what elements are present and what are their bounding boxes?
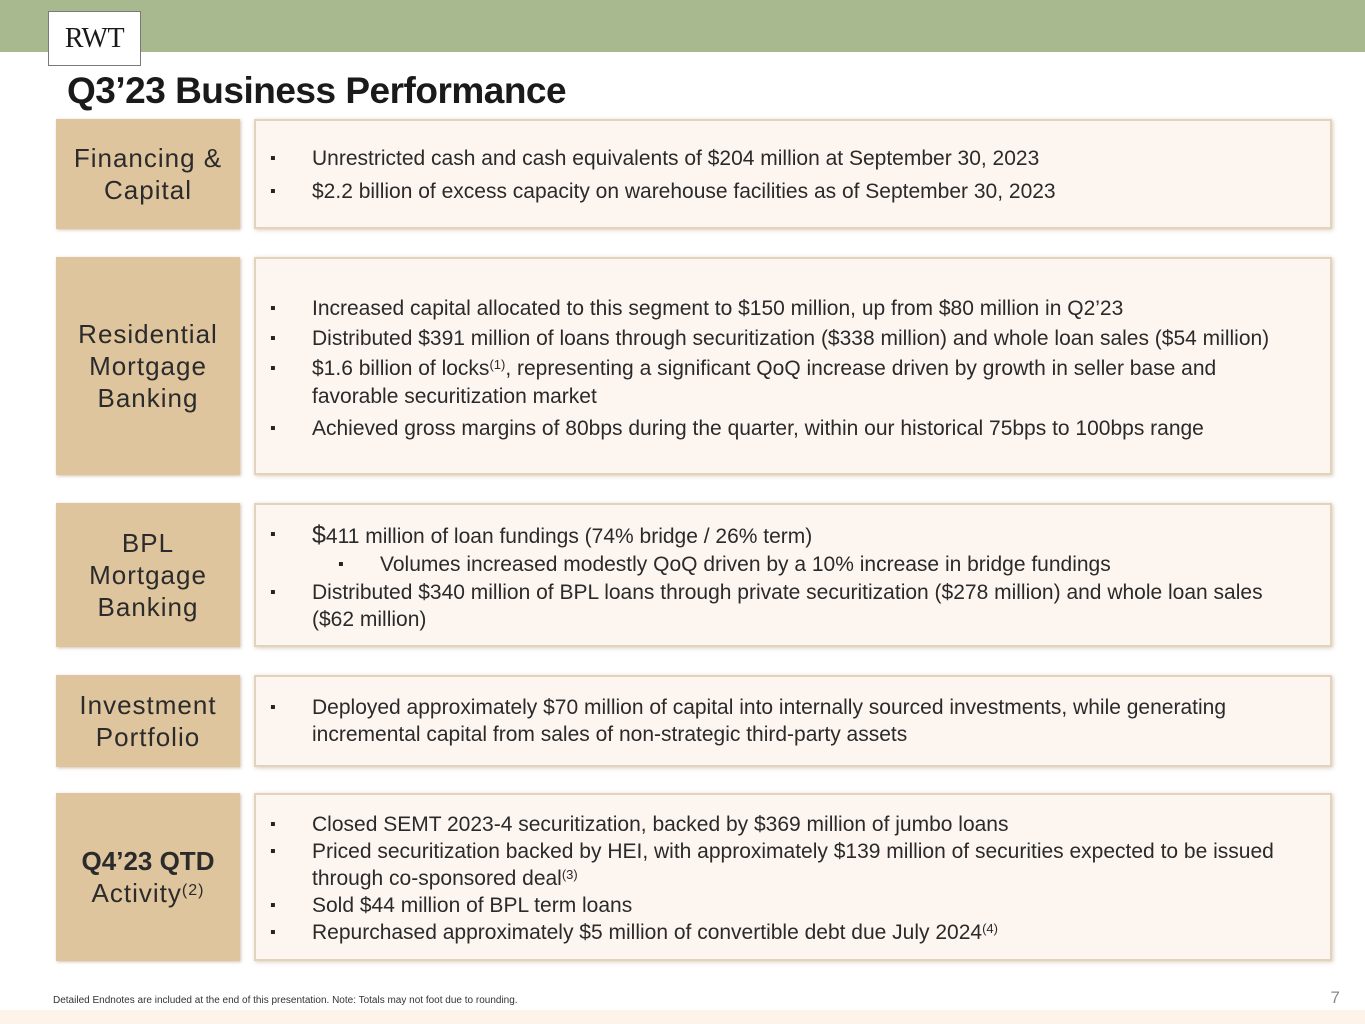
bullet-text: 411 million of loan fundings (74% bridge…: [325, 525, 813, 548]
label-line: Capital: [104, 175, 192, 205]
company-logo: RWT: [48, 11, 141, 66]
label-line: Q4’23 QTD: [82, 845, 215, 877]
section-content: Unrestricted cash and cash equivalents o…: [254, 119, 1332, 229]
label-line: Investment: [79, 690, 217, 720]
bottom-strip: [0, 1010, 1365, 1024]
page-number: 7: [1330, 988, 1340, 1007]
footnote-ref: (1): [489, 357, 506, 372]
bullet-item: Achieved gross margins of 80bps during t…: [270, 415, 1300, 443]
bullet-item: Priced securitization backed by HEI, wit…: [270, 838, 1300, 892]
bullet-item: $1.6 billion of locks(1), representing a…: [270, 355, 1300, 411]
section-label: Residential Mortgage Banking: [56, 257, 240, 475]
bullet-text: $1.6 billion of locks: [312, 357, 490, 380]
label-line: Mortgage: [89, 560, 207, 590]
bullet-item: Repurchased approximately $5 million of …: [270, 919, 1300, 946]
section-content: Deployed approximately $70 million of ca…: [254, 675, 1332, 767]
footnote-ref: (2): [181, 882, 205, 899]
footnote-ref: (4): [982, 920, 998, 936]
section-financing-capital: Financing & Capital Unrestricted cash an…: [56, 119, 1334, 229]
bullet-item: Distributed $340 million of BPL loans th…: [270, 579, 1300, 633]
label-line: Mortgage: [89, 351, 207, 381]
label-line: Activity(2): [82, 877, 215, 909]
page-title: Q3’23 Business Performance: [67, 70, 567, 111]
section-content: $411 million of loan fundings (74% bridg…: [254, 503, 1332, 647]
bullet-item: Closed SEMT 2023-4 securitization, backe…: [270, 811, 1300, 838]
section-investment-portfolio: Investment Portfolio Deployed approximat…: [56, 675, 1334, 767]
label-line: Banking: [97, 383, 199, 413]
section-q4-qtd-activity: Q4’23 QTD Activity(2) Closed SEMT 2023-4…: [56, 793, 1334, 961]
bullet-item: $2.2 billion of excess capacity on wareh…: [270, 175, 1300, 208]
section-content: Increased capital allocated to this segm…: [254, 257, 1332, 475]
bullet-text: $: [312, 521, 326, 549]
bullet-item: Deployed approximately $70 million of ca…: [270, 694, 1300, 748]
label-line: Financing &: [73, 143, 223, 173]
section-label: Financing & Capital: [56, 119, 240, 229]
section-bpl-mortgage-banking: BPL Mortgage Banking $411 million of loa…: [56, 503, 1334, 647]
bullet-item: Distributed $391 million of loans throug…: [270, 325, 1300, 353]
label-bold: Q4’23 QTD: [81, 846, 215, 876]
section-label: Q4’23 QTD Activity(2): [56, 793, 240, 961]
label-line: Portfolio: [95, 722, 201, 752]
bullet-item: $411 million of loan fundings (74% bridg…: [270, 521, 1300, 551]
section-label: BPL Mortgage Banking: [56, 503, 240, 647]
bullet-text: , representing a significant QoQ increas…: [312, 357, 1217, 408]
section-residential-mortgage-banking: Residential Mortgage Banking Increased c…: [56, 257, 1334, 475]
bullet-item: Sold $44 million of BPL term loans: [270, 892, 1300, 919]
section-content: Closed SEMT 2023-4 securitization, backe…: [254, 793, 1332, 961]
footnote-ref: (3): [561, 866, 578, 882]
bullet-text: Priced securitization backed by HEI, wit…: [312, 839, 1274, 890]
label-line: Residential: [78, 319, 218, 349]
header-bar: [0, 0, 1365, 52]
label-line: BPL: [121, 528, 175, 558]
footer-note: Detailed Endnotes are included at the en…: [53, 995, 518, 1006]
label-line: Banking: [97, 592, 199, 622]
section-label: Investment Portfolio: [56, 675, 240, 767]
label-text: Activity: [91, 878, 182, 908]
bullet-item: Unrestricted cash and cash equivalents o…: [270, 142, 1300, 175]
sub-bullet-item: Volumes increased modestly QoQ driven by…: [270, 551, 1300, 579]
bullet-text: Repurchased approximately $5 million of …: [312, 920, 983, 944]
bullet-item: Increased capital allocated to this segm…: [270, 295, 1300, 323]
